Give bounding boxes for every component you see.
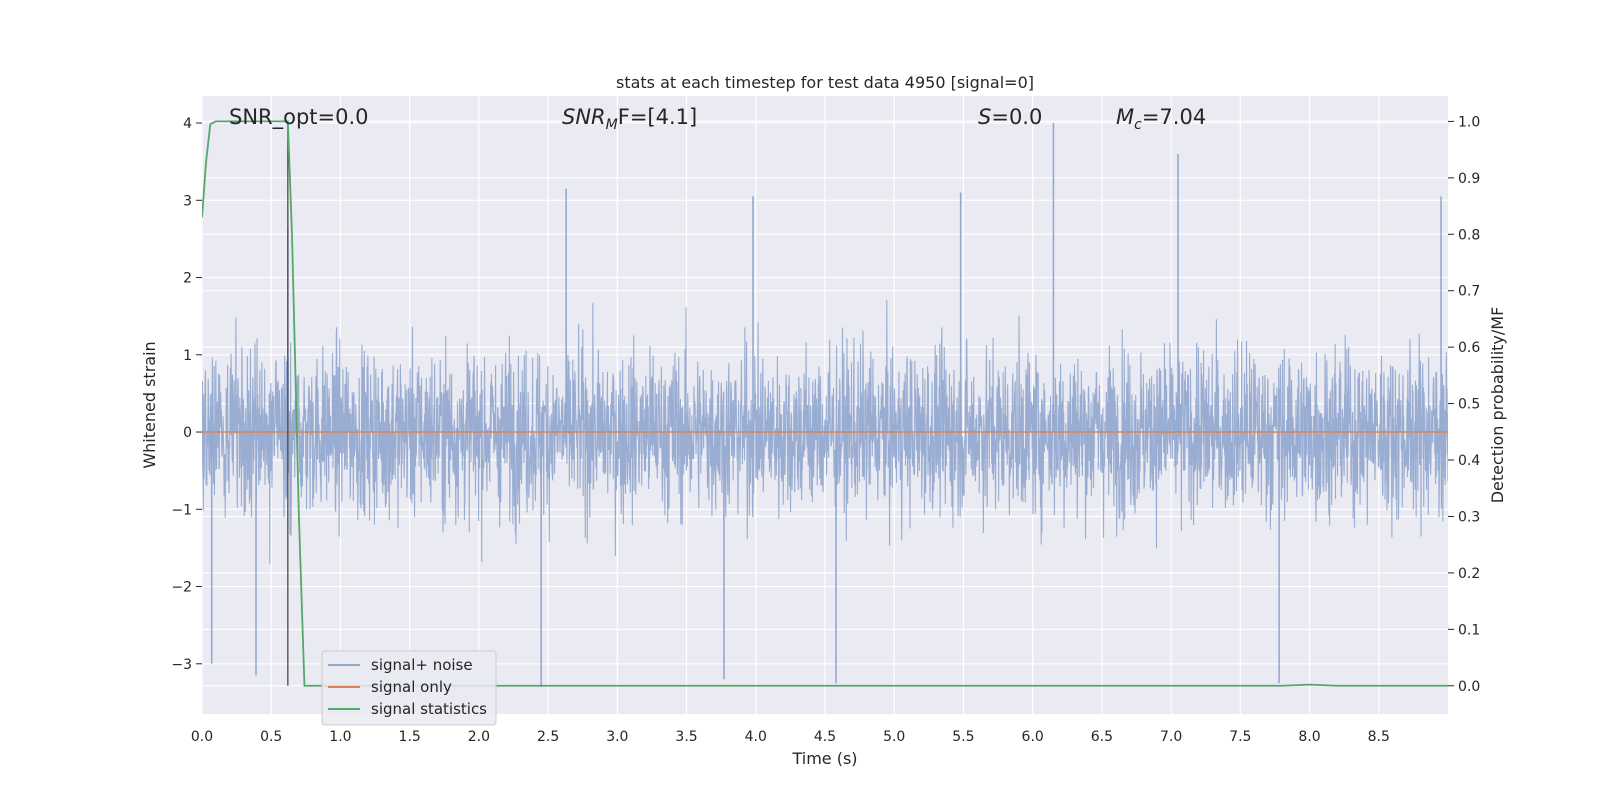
x-tick-label: 7.5 bbox=[1229, 729, 1251, 745]
legend-box bbox=[321, 650, 497, 726]
y-tick-label-left: −3 bbox=[171, 657, 192, 673]
y-tick-label-right: 1.0 bbox=[1458, 114, 1480, 130]
y-tick-label-right: 0.7 bbox=[1458, 284, 1480, 300]
y-tick-label-right: 0.2 bbox=[1458, 566, 1480, 582]
x-axis-label: Time (s) bbox=[791, 749, 857, 768]
x-tick-label: 1.0 bbox=[329, 729, 351, 745]
x-tick-label: 0.5 bbox=[260, 729, 282, 745]
x-tick-label: 2.5 bbox=[537, 729, 559, 745]
legend: signal+ noise signal only signal statist… bbox=[321, 650, 497, 726]
series-signal-statistics bbox=[202, 120, 1448, 687]
mc-sub: c bbox=[1134, 117, 1142, 133]
annotation-mc: Mc=7.04 bbox=[1116, 105, 1206, 133]
x-tick-label: 5.5 bbox=[952, 729, 974, 745]
snr-mf-base: SNR bbox=[562, 105, 606, 129]
x-tick-label: 6.0 bbox=[1022, 729, 1044, 745]
annotation-snr-mf: SNRMF=[4.1] bbox=[562, 105, 697, 133]
y-tick-label-left: 0 bbox=[183, 425, 192, 441]
y-tick-label-left: 2 bbox=[183, 271, 192, 287]
x-tick-label: 3.0 bbox=[606, 729, 628, 745]
snr-mf-sub: M bbox=[606, 117, 618, 133]
mc-base: M bbox=[1116, 105, 1134, 129]
y-tick-label-right: 0.3 bbox=[1458, 509, 1480, 525]
plot-series bbox=[202, 120, 1448, 687]
y-tick-label-right: 0.0 bbox=[1458, 679, 1480, 695]
y-tick-label-left: −2 bbox=[171, 580, 192, 596]
s-base: S bbox=[978, 105, 991, 129]
y-tick-label-right: 0.1 bbox=[1458, 622, 1480, 638]
annotation-snr-opt: SNR_opt=0.0 bbox=[229, 105, 369, 130]
chart-title: stats at each timestep for test data 495… bbox=[616, 73, 1034, 92]
legend-label-signal-noise: signal+ noise bbox=[371, 656, 473, 674]
y-tick-label-left: 1 bbox=[183, 348, 192, 364]
x-tick-label: 8.5 bbox=[1368, 729, 1390, 745]
x-tick-label: 8.0 bbox=[1298, 729, 1320, 745]
x-tick-label: 4.0 bbox=[745, 729, 767, 745]
snr-mf-value: F=[4.1] bbox=[618, 105, 697, 129]
s-value: =0.0 bbox=[991, 105, 1042, 129]
mc-value: =7.04 bbox=[1142, 105, 1206, 129]
x-tick-label: 1.5 bbox=[399, 729, 421, 745]
y-tick-label-right: 0.5 bbox=[1458, 397, 1480, 413]
tick-labels: 0.0 0.5 1.0 1.5 2.0 2.5 3.0 3.5 4.0 4.5 5.0 5.5 6.0 6… bbox=[171, 114, 1480, 745]
annotation-s: S=0.0 bbox=[978, 105, 1042, 129]
y-axis-label-left: Whitened strain bbox=[140, 341, 159, 468]
y-tick-label-right: 0.4 bbox=[1458, 453, 1480, 469]
y-axis-label-right: Detection probability/MF bbox=[1488, 307, 1507, 504]
x-tick-label: 4.5 bbox=[814, 729, 836, 745]
y-tick-label-left: 3 bbox=[183, 193, 192, 209]
x-tick-label: 7.0 bbox=[1160, 729, 1182, 745]
x-tick-label: 2.0 bbox=[468, 729, 490, 745]
x-tick-label: 0.0 bbox=[191, 729, 213, 745]
y-tick-label-left: 4 bbox=[183, 116, 192, 132]
y-tick-label-right: 0.9 bbox=[1458, 171, 1480, 187]
series-signal-noise bbox=[202, 300, 1448, 565]
y-tick-label-left: −1 bbox=[171, 502, 192, 518]
y-tick-label-right: 0.6 bbox=[1458, 340, 1480, 356]
x-tick-label: 3.5 bbox=[675, 729, 697, 745]
legend-label-signal-statistics: signal statistics bbox=[371, 700, 487, 718]
legend-label-signal-only: signal only bbox=[371, 678, 452, 696]
y-tick-label-right: 0.8 bbox=[1458, 227, 1480, 243]
x-tick-label: 6.5 bbox=[1091, 729, 1113, 745]
x-tick-label: 5.0 bbox=[883, 729, 905, 745]
